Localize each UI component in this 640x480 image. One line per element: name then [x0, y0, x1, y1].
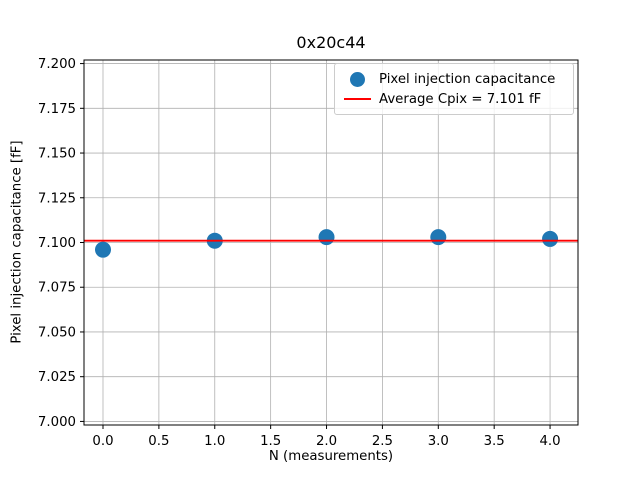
y-tick-label: 7.075	[38, 281, 76, 296]
x-axis-label: N (measurements)	[268, 449, 394, 464]
legend-item-scatter: Pixel injection capacitance	[342, 69, 565, 89]
scatter-marker-icon	[349, 71, 365, 87]
data-point	[95, 241, 111, 258]
x-tick-label: 3.0	[428, 434, 449, 449]
y-tick-label: 7.150	[38, 147, 76, 162]
legend-label-average: Average Cpix = 7.101 fF	[379, 91, 542, 107]
x-tick-label: 2.0	[316, 434, 337, 449]
line-marker-icon	[343, 98, 371, 100]
y-tick-label: 7.175	[38, 102, 76, 117]
y-axis-label: Pixel injection capacitance [fF]	[9, 140, 25, 344]
x-tick-label: 3.5	[484, 434, 505, 449]
legend: Pixel injection capacitance Average Cpix…	[334, 63, 574, 115]
x-tick-label: 0.5	[148, 434, 169, 449]
data-point	[542, 230, 559, 247]
x-tick-label: 1.0	[204, 434, 225, 449]
legend-handle	[342, 98, 372, 100]
data-point	[318, 229, 335, 246]
chart-title: 0x20c44	[296, 33, 366, 52]
y-tick-label: 7.025	[38, 370, 76, 385]
x-tick-label: 2.5	[372, 434, 393, 449]
legend-item-average-line: Average Cpix = 7.101 fF	[342, 89, 565, 109]
y-tick-label: 7.050	[38, 325, 76, 340]
y-tick-label: 7.000	[38, 415, 76, 430]
y-tick-label: 7.100	[38, 236, 76, 251]
x-tick-label: 0.0	[92, 434, 113, 449]
data-point	[430, 229, 447, 246]
x-tick-label: 4.0	[539, 434, 560, 449]
y-tick-label: 7.200	[38, 57, 76, 72]
x-tick-label: 1.5	[260, 434, 281, 449]
y-tick-label: 7.125	[38, 191, 76, 206]
legend-label-scatter: Pixel injection capacitance	[379, 71, 556, 87]
legend-handle	[342, 71, 372, 87]
